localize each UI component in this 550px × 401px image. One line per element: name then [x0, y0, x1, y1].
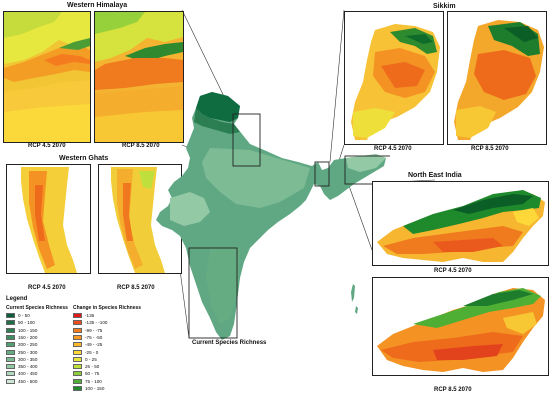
legend-item: -75 - -50 — [73, 334, 103, 341]
western-ghats-rcp45-map — [6, 164, 91, 274]
legend-label: 0 - 50 — [18, 313, 30, 318]
legend-swatch — [6, 342, 15, 348]
legend-label: 250 - 300 — [18, 349, 38, 355]
sikkim-rcp85-map — [447, 11, 547, 145]
sikkim-rcp45-caption: RCP 4.5 2070 — [374, 146, 412, 152]
legend-swatch — [6, 349, 15, 355]
western-ghats-title: Western Ghats — [59, 155, 109, 162]
india-current-richness-map — [156, 92, 390, 340]
sikkim-rcp45-map — [344, 11, 444, 145]
legend-item: 300 - 350 — [6, 356, 38, 363]
legend-item: 100 - 150 — [6, 327, 38, 334]
western-ghats-rcp85-caption: RCP 8.5 2070 — [117, 285, 155, 291]
western-himalaya-rcp45-map — [3, 11, 91, 143]
legend-label: 26 - 50 — [85, 364, 100, 370]
legend-label: 350 - 400 — [18, 364, 38, 370]
western-himalaya-title: Western Himalaya — [67, 2, 128, 9]
western-himalaya-rcp85-caption: RCP 8.5 2070 — [122, 143, 160, 149]
legend-label: 450 - 500 — [18, 378, 38, 384]
legend-swatch — [6, 313, 15, 318]
legend-label: 100 - 150 — [85, 386, 105, 391]
western-ghats-rcp45-caption: RCP 4.5 2070 — [28, 285, 66, 291]
legend-swatch — [6, 327, 15, 333]
legend-item: 0 - 50 — [6, 313, 30, 319]
legend-item: 400 - 450 — [6, 371, 37, 377]
legend-label: 400 - 450 — [18, 371, 38, 377]
legend-item: 50 - 100 — [6, 320, 35, 326]
legend-label: 0 - 25 — [85, 356, 97, 362]
legend-item: -135 - -100 — [73, 320, 107, 326]
western-himalaya-rcp45-caption: RCP 4.5 2070 — [28, 143, 66, 149]
legend-label: -49 - -25 — [85, 342, 103, 348]
legend-label: 300 - 350 — [18, 356, 38, 362]
legend-item: -99 - -75 — [73, 327, 103, 334]
legend-item: 50 - 75 — [73, 371, 99, 377]
legend-swatch — [6, 364, 15, 370]
sikkim-rcp85-caption: RCP 8.5 2070 — [471, 146, 509, 152]
legend-label: 100 - 150 — [18, 327, 38, 333]
legend-swatch — [73, 386, 82, 391]
legend-swatch — [73, 371, 82, 377]
legend-item: -49 - -25 — [73, 342, 102, 348]
legend-label: 50 - 75 — [85, 371, 100, 377]
legend-swatch — [6, 320, 15, 326]
legend-swatch — [73, 327, 82, 333]
main-map-caption: Current Species Richness — [192, 340, 267, 346]
legend-label: 75 - 100 — [85, 378, 102, 384]
legend-current-heading: Current Species Richness — [6, 305, 68, 311]
legend-label: -136 — [85, 313, 95, 318]
legend-swatch — [73, 349, 82, 355]
legend-swatch — [6, 378, 15, 384]
legend-label: 50 - 100 — [18, 320, 35, 326]
legend-item: 450 - 500 — [6, 378, 38, 385]
legend-item: -136 — [73, 313, 94, 319]
legend-item: -25 - 0 — [73, 349, 99, 356]
legend-swatch — [73, 313, 82, 318]
western-himalaya-rcp85-map — [94, 11, 184, 143]
north-east-india-title: North East India — [408, 172, 462, 179]
legend-item: 200 - 250 — [6, 342, 37, 348]
legend-swatch — [73, 342, 82, 348]
legend-swatch — [6, 356, 15, 362]
legend-item: 75 - 100 — [73, 378, 102, 385]
legend-item: 26 - 50 — [73, 364, 99, 370]
north-east-rcp85-map — [372, 277, 549, 376]
legend-item: 0 - 25 — [73, 356, 97, 363]
legend-swatch — [73, 320, 82, 326]
legend-swatch — [73, 356, 82, 362]
north-east-rcp45-caption: RCP 4.5 2070 — [434, 268, 472, 274]
legend-label: -99 - -75 — [85, 327, 103, 333]
legend-change-heading: Change in Species Richness — [73, 305, 142, 311]
legend-item: 100 - 150 — [73, 386, 104, 392]
legend-item: 350 - 400 — [6, 364, 37, 370]
sikkim-title: Sikkim — [433, 3, 456, 10]
legend-swatch — [73, 334, 82, 340]
legend-label: 150 - 200 — [18, 334, 38, 340]
legend-item: 250 - 300 — [6, 349, 38, 356]
legend-label: -75 - -50 — [85, 334, 103, 340]
legend-label: -135 - -100 — [85, 320, 108, 326]
legend-label: 200 - 250 — [18, 342, 38, 348]
legend-swatch — [73, 364, 82, 370]
legend-title: Legend — [6, 296, 28, 302]
legend-item: 150 - 200 — [6, 334, 38, 341]
legend-swatch — [73, 378, 82, 384]
north-east-rcp85-caption: RCP 8.5 2070 — [434, 387, 472, 393]
north-east-rcp45-map — [372, 181, 549, 266]
legend-swatch — [6, 371, 15, 377]
legend-swatch — [6, 334, 15, 340]
legend-label: -25 - 0 — [85, 349, 99, 355]
